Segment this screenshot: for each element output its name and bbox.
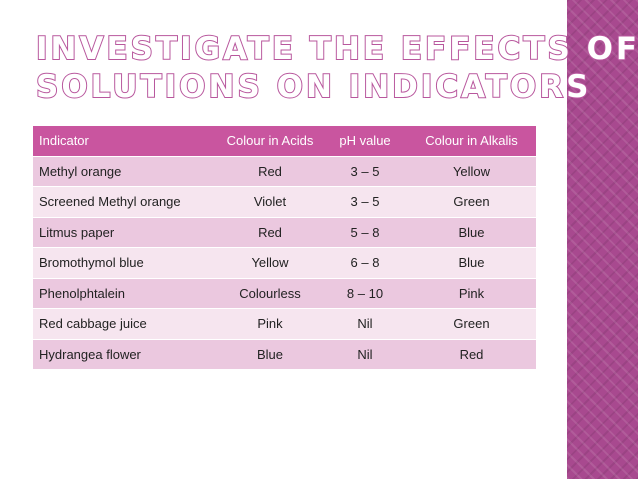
cell-colour-in-acids: Red <box>217 217 323 248</box>
cell-ph-value: 6 – 8 <box>323 247 407 279</box>
table-row: Screened Methyl orange Violet 3 – 5 Gree… <box>33 186 536 218</box>
cell-colour-in-acids: Yellow <box>217 247 323 279</box>
header-ph-value: pH value <box>323 126 407 157</box>
cell-indicator: Hydrangea flower <box>33 339 217 370</box>
cell-colour-in-alkalis: Blue <box>407 217 536 248</box>
table-row: Phenolphtalein Colourless 8 – 10 Pink <box>33 278 536 309</box>
cell-colour-in-alkalis: Blue <box>407 247 536 279</box>
cell-colour-in-alkalis: Red <box>407 339 536 370</box>
header-colour-in-alkalis: Colour in Alkalis <box>407 126 536 157</box>
header-indicator: Indicator <box>33 126 217 157</box>
indicator-table: Indicator Colour in Acids pH value Colou… <box>33 126 536 370</box>
header-colour-in-acids: Colour in Acids <box>217 126 323 157</box>
cell-indicator: Screened Methyl orange <box>33 186 217 218</box>
cell-colour-in-acids: Blue <box>217 339 323 370</box>
cell-colour-in-alkalis: Pink <box>407 278 536 309</box>
table-row: Hydrangea flower Blue Nil Red <box>33 339 536 370</box>
cell-colour-in-acids: Colourless <box>217 278 323 309</box>
cell-indicator: Phenolphtalein <box>33 278 217 309</box>
cell-ph-value: 3 – 5 <box>323 186 407 218</box>
table-header-row: Indicator Colour in Acids pH value Colou… <box>33 126 536 157</box>
table-row: Red cabbage juice Pink Nil Green <box>33 308 536 340</box>
cell-ph-value: 3 – 5 <box>323 156 407 187</box>
cell-colour-in-alkalis: Green <box>407 308 536 340</box>
slide-title-line-2: solutions on indicators <box>35 68 592 106</box>
cell-indicator: Bromothymol blue <box>33 247 217 279</box>
table-row: Methyl orange Red 3 – 5 Yellow <box>33 156 536 187</box>
cell-ph-value: Nil <box>323 339 407 370</box>
cell-colour-in-acids: Pink <box>217 308 323 340</box>
decorative-sidebar <box>567 0 638 479</box>
cell-colour-in-acids: Red <box>217 156 323 187</box>
cell-indicator: Methyl orange <box>33 156 217 187</box>
cell-ph-value: 8 – 10 <box>323 278 407 309</box>
cell-colour-in-acids: Violet <box>217 186 323 218</box>
slide-title: Investigate the effects of solutions on … <box>35 30 638 106</box>
cell-ph-value: Nil <box>323 308 407 340</box>
table-row: Litmus paper Red 5 – 8 Blue <box>33 217 536 248</box>
cell-ph-value: 5 – 8 <box>323 217 407 248</box>
cell-indicator: Red cabbage juice <box>33 308 217 340</box>
slide-title-line-1: Investigate the effects of <box>35 30 638 68</box>
cell-indicator: Litmus paper <box>33 217 217 248</box>
table-row: Bromothymol blue Yellow 6 – 8 Blue <box>33 247 536 279</box>
cell-colour-in-alkalis: Green <box>407 186 536 218</box>
cell-colour-in-alkalis: Yellow <box>407 156 536 187</box>
